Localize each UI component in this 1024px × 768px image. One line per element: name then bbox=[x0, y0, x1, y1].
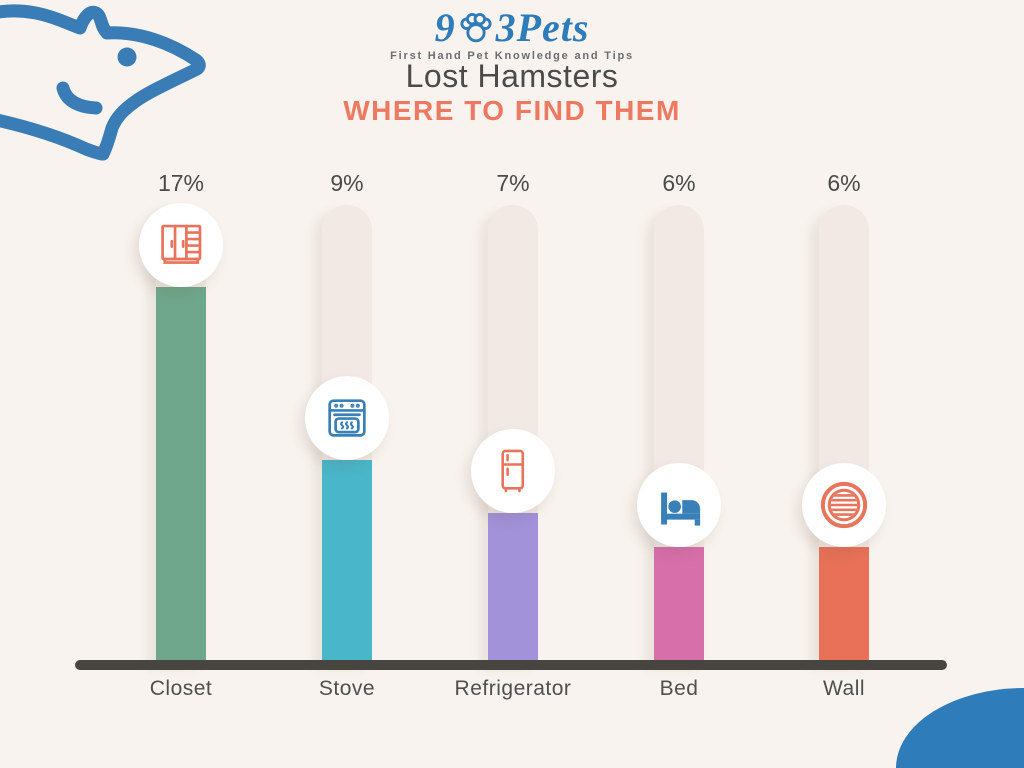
category-label-closet: Closet bbox=[149, 677, 213, 700]
category-label-stove: Stove bbox=[318, 677, 376, 700]
refrigerator-icon bbox=[487, 445, 539, 497]
hamster-body-path bbox=[0, 114, 110, 161]
value-label-bed: 6% bbox=[662, 170, 696, 196]
brand-logo: 9 3Pets First Hand Pet Knowledge and Tip… bbox=[0, 8, 1024, 63]
page-subtitle: WHERE TO FIND THEM bbox=[343, 95, 681, 126]
hamster-mouth-path bbox=[56, 81, 103, 115]
paw-icon bbox=[460, 12, 492, 43]
value-label-stove: 9% bbox=[330, 170, 364, 196]
bar-fill-stove bbox=[322, 460, 372, 665]
stove-icon bbox=[321, 392, 373, 444]
value-label-closet: 17% bbox=[157, 170, 205, 196]
wall-vent-icon bbox=[818, 479, 870, 531]
x-axis-line bbox=[75, 660, 947, 670]
hamster-outline-illustration bbox=[0, 4, 206, 161]
hamster-head-path bbox=[0, 4, 206, 161]
value-label-wall: 6% bbox=[827, 170, 861, 196]
brand-name: 9 3Pets bbox=[0, 8, 1024, 48]
icon-circle-wall bbox=[802, 463, 886, 547]
hamster-eye bbox=[117, 47, 137, 67]
bar-fill-bed bbox=[654, 547, 704, 665]
icon-circle-closet bbox=[139, 203, 223, 287]
closet-icon bbox=[155, 219, 207, 271]
bar-fill-wall bbox=[819, 547, 869, 665]
icon-circle-stove bbox=[305, 376, 389, 460]
brand-name-pre: 9 bbox=[434, 5, 456, 50]
brand-name-post: 3Pets bbox=[495, 5, 590, 50]
category-label-refrigerator: Refrigerator bbox=[454, 677, 572, 700]
icon-circle-bed bbox=[637, 463, 721, 547]
icon-circle-refrigerator bbox=[471, 429, 555, 513]
bar-fill-refrigerator bbox=[488, 513, 538, 665]
category-label-wall: Wall bbox=[822, 677, 866, 700]
page-title: Lost Hamsters bbox=[405, 58, 619, 94]
bed-icon bbox=[653, 479, 705, 531]
value-label-refrigerator: 7% bbox=[496, 170, 530, 196]
brand-tagline: First Hand Pet Knowledge and Tips bbox=[390, 50, 634, 62]
category-label-bed: Bed bbox=[659, 677, 699, 700]
bar-fill-closet bbox=[156, 287, 206, 665]
